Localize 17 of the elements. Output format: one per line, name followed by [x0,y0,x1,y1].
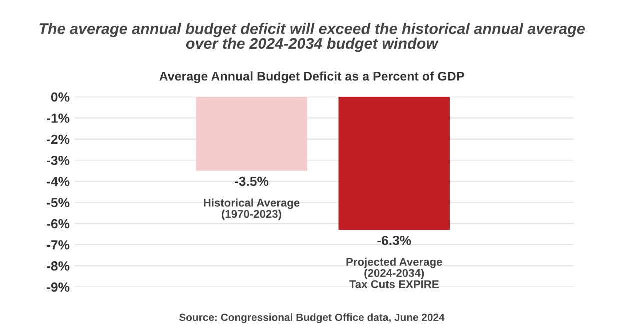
y-tick-label: -4% [47,177,70,186]
y-tick-label: 0% [51,92,70,102]
y-tick-label: -3% [47,156,70,166]
y-tick-label: -5% [47,198,70,208]
x-tick-label: Historical Average (1970-2023) [204,198,300,220]
y-tick-label: -6% [47,219,70,229]
source-note: Source: Congressional Budget Office data, June 2024 [179,314,445,324]
y-tick-label: -2% [47,134,70,144]
y-tick-label: -8% [47,262,70,271]
data-label: -3.5% [235,176,269,186]
y-tick-label: -7% [47,240,70,250]
y-tick-label: -9% [47,282,70,292]
y-tick-label: -1% [47,114,70,124]
data-label: -6.3% [378,236,412,246]
x-tick-label: Projected Average (2024-2034) Tax Cuts EXPIRE [346,258,442,288]
chart-subtitle: Average Annual Budget Deficit as a Percent of GDP [160,72,464,84]
chart-title: The average annual budget deficit will exceed the historical annual average over the 2024-2034 budget window [40,23,585,52]
